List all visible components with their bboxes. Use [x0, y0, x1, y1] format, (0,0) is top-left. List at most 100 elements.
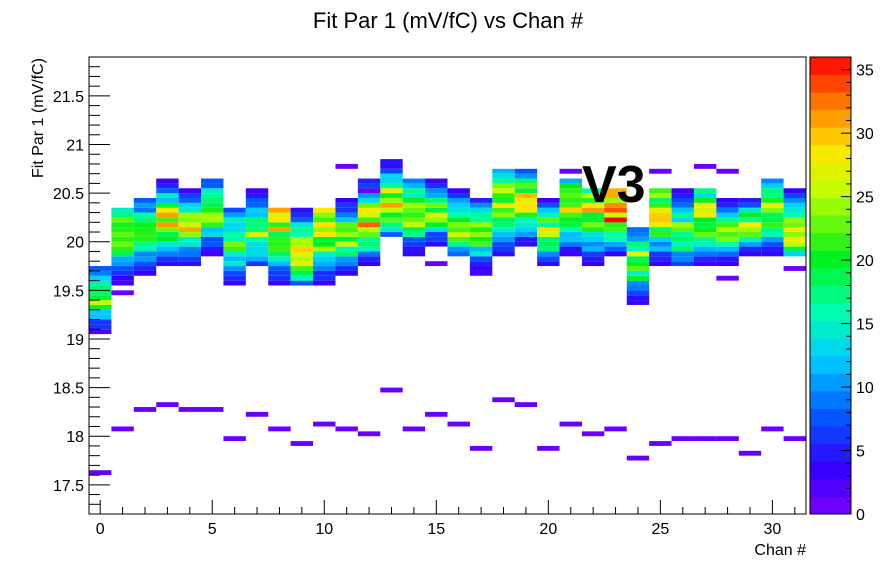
- color-palette-ticks: 0 5 10 15 20 25 30 35: [841, 56, 874, 524]
- heatmap-bin: [425, 227, 448, 233]
- heatmap-bin: [716, 207, 739, 213]
- heatmap-bin: [649, 261, 672, 267]
- heatmap-bin: [783, 232, 806, 237]
- heatmap-bin: [335, 227, 358, 233]
- heatmap-bin: [693, 207, 717, 213]
- heatmap-bin: [268, 241, 291, 247]
- outlier-bin: [649, 441, 672, 446]
- y-tick-label: 18.5: [53, 381, 84, 398]
- heatmap-bin: [335, 266, 358, 271]
- heatmap-bin: [425, 197, 448, 203]
- y-axis-ticks: 17.5 18 18.5 19 19.5 20 20.5 21 21.5: [53, 56, 110, 515]
- heatmap-bin: [156, 236, 179, 242]
- outlier-bin: [357, 188, 381, 194]
- heatmap-bin: [111, 241, 134, 247]
- palette-segment: [810, 496, 851, 515]
- heatmap-bin: [626, 280, 650, 286]
- heatmap-bin: [693, 188, 717, 194]
- heatmap-bin: [559, 241, 582, 247]
- heatmap-bin: [290, 207, 314, 213]
- heatmap-bin: [671, 212, 694, 218]
- heatmap-bin: [201, 178, 224, 184]
- heatmap-bin: [268, 236, 291, 242]
- heatmap-bin: [89, 304, 112, 310]
- heatmap-bin: [559, 183, 582, 189]
- heatmap-bin: [156, 202, 179, 208]
- heatmap-bin: [313, 227, 336, 233]
- heatmap-bin: [268, 227, 291, 233]
- heatmap-bin: [604, 222, 627, 228]
- plot-frame: [88, 56, 807, 515]
- heatmap-bin: [111, 256, 134, 262]
- heatmap-bin: [447, 212, 470, 218]
- heatmap-bin: [537, 212, 560, 218]
- heatmap-bin: [469, 197, 493, 203]
- palette-segment: [810, 408, 851, 427]
- heatmap-bin: [761, 236, 784, 242]
- heatmap-bin: [111, 217, 134, 223]
- heatmap-bin: [402, 217, 426, 223]
- heatmap-bin: [716, 197, 739, 203]
- heatmap-bin: [492, 193, 515, 198]
- heatmap-bin: [133, 212, 157, 218]
- heatmap-bin: [245, 197, 269, 203]
- heatmap-bin: [223, 280, 246, 286]
- heatmap-bin: [357, 183, 381, 189]
- heatmap-bin: [111, 251, 134, 257]
- heatmap-bin: [245, 236, 269, 242]
- heatmap-bin: [268, 246, 291, 252]
- heatmap-bin: [581, 251, 605, 257]
- heatmap-bin: [626, 261, 650, 267]
- heatmap-bin: [290, 256, 314, 262]
- heatmap-bin: [223, 270, 246, 276]
- heatmap-bin: [671, 227, 694, 233]
- heatmap-bin: [581, 227, 605, 233]
- heatmap-bin: [178, 256, 202, 262]
- heatmap-bin: [537, 227, 560, 233]
- heatmap-bin: [178, 251, 202, 257]
- heatmap-bin: [156, 188, 179, 194]
- heatmap-bin: [357, 246, 381, 252]
- outlier-bin: [671, 436, 694, 442]
- heatmap-bin: [111, 280, 134, 286]
- outlier-bin: [223, 436, 246, 442]
- heatmap-bin: [514, 217, 538, 223]
- heatmap-bin: [290, 270, 314, 276]
- heatmap-bin: [514, 212, 538, 218]
- heatmap-bin: [559, 202, 582, 208]
- heatmap-bin: [761, 197, 784, 203]
- heatmap-bin: [178, 232, 202, 237]
- y-tick-label: 20.5: [53, 186, 84, 203]
- heatmap-bin: [447, 202, 470, 208]
- heatmap-bin: [178, 261, 202, 267]
- heatmap-bin: [761, 178, 784, 184]
- heatmap-bin: [537, 202, 560, 208]
- heatmap-bin: [559, 212, 582, 218]
- heatmap-bin: [559, 207, 582, 213]
- heatmap-bin: [111, 236, 134, 242]
- heatmap-bin: [649, 207, 672, 213]
- heatmap-bin: [380, 168, 403, 174]
- heatmap-bin: [223, 246, 246, 252]
- heatmap-bin: [357, 232, 381, 237]
- heatmap-bin: [313, 246, 336, 252]
- heatmap-bin: [626, 227, 650, 233]
- heatmap-bin: [245, 251, 269, 257]
- y-tick-label: 21.5: [53, 89, 84, 106]
- palette-segment: [810, 461, 851, 480]
- heatmap-bin: [716, 217, 739, 223]
- heatmap-bin: [313, 270, 336, 276]
- heatmap-bin: [290, 236, 314, 242]
- heatmap-bin: [581, 256, 605, 262]
- outlier-bin: [425, 411, 448, 417]
- heatmap-bin: [223, 275, 246, 281]
- heatmap-bin: [604, 188, 627, 194]
- y-tick-label: 19: [66, 332, 84, 349]
- palette-segment: [810, 267, 851, 286]
- heatmap-bin: [671, 188, 694, 194]
- x-tick-label: 10: [315, 521, 333, 538]
- heatmap-bin: [514, 178, 538, 184]
- heatmap-bin: [357, 251, 381, 257]
- heatmap-bin: [514, 232, 538, 237]
- heatmap-bin: [761, 217, 784, 223]
